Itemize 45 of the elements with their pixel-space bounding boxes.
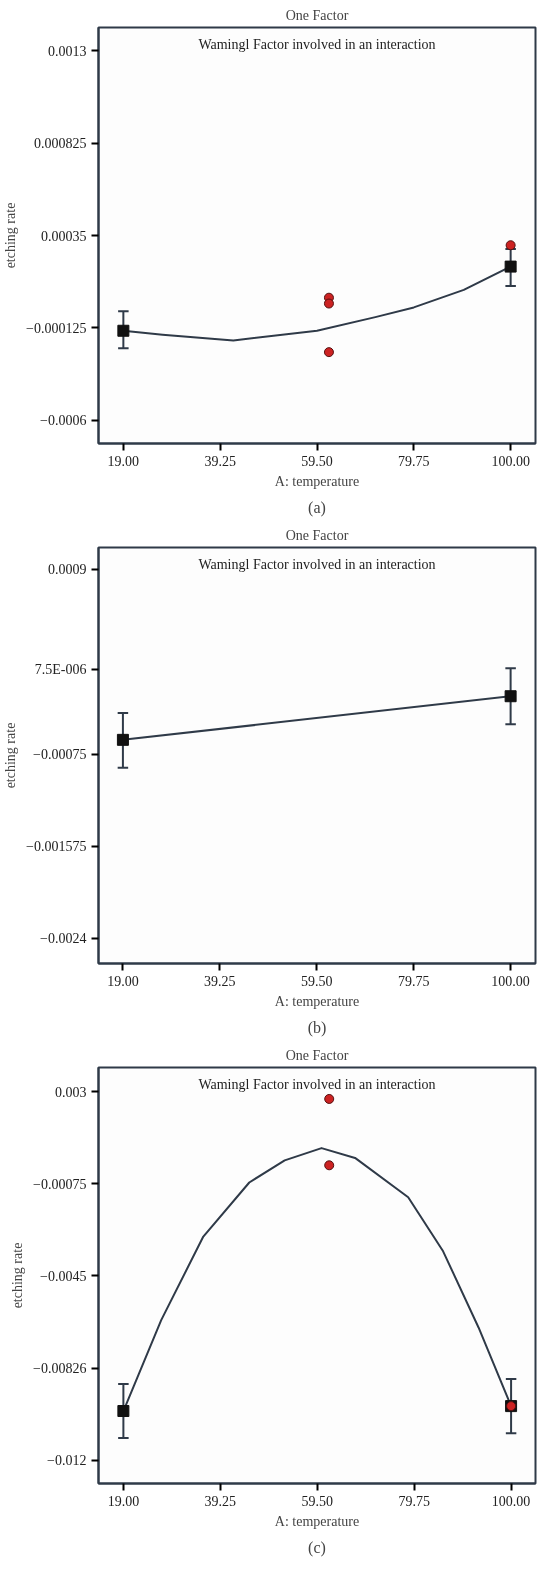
chart-title: One Factor <box>285 527 349 543</box>
x-tick-label: 19.00 <box>107 973 139 989</box>
y-axis-title: etching rate <box>3 722 19 789</box>
y-tick-label: 0.003 <box>55 1084 87 1100</box>
x-tick-label: 100.00 <box>491 973 530 989</box>
text: (b) <box>307 1018 327 1037</box>
chart-title: One Factor <box>285 7 349 23</box>
y-tick-label: 0.0009 <box>48 562 87 578</box>
y-tick-label: −0.00826 <box>33 1361 87 1377</box>
x-tick-label: 19.00 <box>107 453 140 469</box>
y-tick-label: 7.5E-006 <box>34 662 87 678</box>
y-tick-label: −0.0006 <box>40 413 87 429</box>
y-axis-title: etching rate <box>10 1242 26 1309</box>
x-axis-title: A: temperature <box>274 993 360 1009</box>
x-tick-label: 39.25 <box>204 453 236 469</box>
annotation: Wamingl Factor involved in an interaction <box>198 556 436 572</box>
x-axis-title: A: temperature <box>274 473 360 489</box>
annotation: Wamingl Factor involved in an interaction <box>198 36 436 52</box>
x-tick-label: 59.50 <box>301 973 333 989</box>
x-tick-label: 79.75 <box>397 973 430 989</box>
x-tick-label: 19.00 <box>107 1493 140 1509</box>
x-tick-label: 79.75 <box>398 1493 430 1509</box>
y-tick-label: −0.0024 <box>40 931 87 947</box>
y-tick-label: −0.0045 <box>40 1268 87 1284</box>
y-tick-label: −0.000125 <box>26 320 87 336</box>
y-tick-label: 0.0013 <box>48 43 87 59</box>
annotation: Wamingl Factor involved in an interaction <box>198 1076 436 1092</box>
y-tick-label: −0.00075 <box>33 746 87 762</box>
x-tick-label: 39.25 <box>204 973 236 989</box>
y-tick-label: −0.00075 <box>33 1176 87 1192</box>
y-tick-label: −0.001575 <box>26 839 87 855</box>
y-tick-label: 0.00035 <box>41 228 87 244</box>
x-tick-label: 59.50 <box>301 1493 333 1509</box>
y-axis-title: etching rate <box>3 202 19 269</box>
x-tick-label: 100.00 <box>491 453 530 469</box>
x-tick-label: 39.25 <box>204 1493 237 1509</box>
text: (c) <box>308 1538 326 1557</box>
chart-title: One Factor <box>285 1047 349 1063</box>
x-tick-label: 100.00 <box>491 1493 531 1509</box>
text: (a) <box>308 498 326 517</box>
x-axis-title: A: temperature <box>274 1513 360 1529</box>
x-tick-label: 79.75 <box>398 453 430 469</box>
y-tick-label: 0.000825 <box>34 136 87 152</box>
x-tick-label: 59.50 <box>301 453 333 469</box>
y-tick-label: −0.012 <box>47 1453 87 1469</box>
